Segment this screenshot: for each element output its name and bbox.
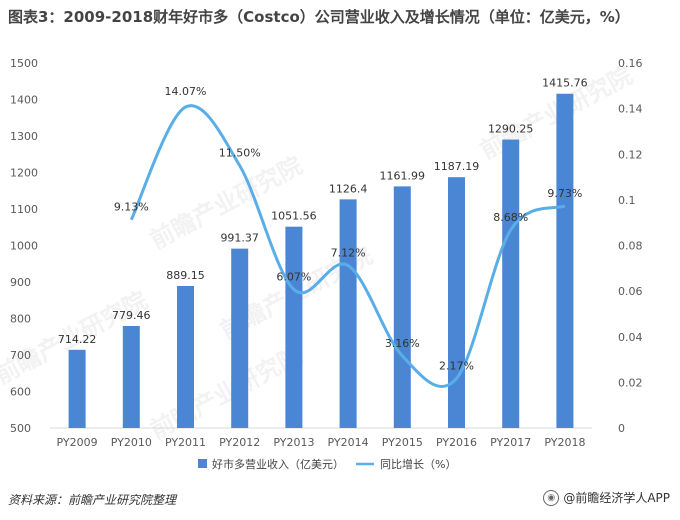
bar-value-label: 889.15 <box>166 269 205 282</box>
y-left-tick-label: 800 <box>10 313 31 326</box>
x-tick-label: PY2012 <box>219 436 260 449</box>
y-left-tick-label: 700 <box>10 349 31 362</box>
x-tick-label: PY2014 <box>328 436 369 449</box>
growth-value-label: 9.73% <box>547 187 582 200</box>
legend-line-label: 同比增长（%） <box>380 457 456 471</box>
y-left-tick-label: 900 <box>10 276 31 289</box>
growth-value-label: 9.13% <box>114 201 149 214</box>
growth-value-label: 11.50% <box>219 147 261 160</box>
bar <box>231 248 249 428</box>
source-note: 资料来源：前瞻产业研究院整理 <box>8 493 177 507</box>
y-right-tick-label: 0.12 <box>618 148 643 161</box>
y-right-tick-label: 0.04 <box>618 331 643 344</box>
x-tick-label: PY2010 <box>111 436 152 449</box>
bar-value-label: 1290.25 <box>488 123 534 136</box>
growth-value-label: 6.07% <box>276 271 311 284</box>
x-tick-label: PY2016 <box>436 436 477 449</box>
bar-value-label: 1126.4 <box>329 182 368 195</box>
x-tick-label: PY2011 <box>165 436 206 449</box>
y-right-tick-label: 0 <box>618 422 625 435</box>
y-left-tick-label: 1400 <box>10 94 38 107</box>
bar-value-label: 1051.56 <box>271 210 317 223</box>
growth-value-label: 3.16% <box>385 337 420 350</box>
growth-value-label: 7.12% <box>331 247 366 260</box>
watermark: 前瞻产业研究院 <box>146 341 307 445</box>
bar <box>339 199 357 428</box>
y-right-tick-label: 0.08 <box>618 240 643 253</box>
y-left-tick-label: 1100 <box>10 203 38 216</box>
x-tick-label: PY2017 <box>490 436 531 449</box>
bar-value-label: 1187.19 <box>434 160 480 173</box>
bar <box>556 93 574 429</box>
y-left-tick-label: 500 <box>10 422 31 435</box>
legend-bar-swatch <box>198 459 207 468</box>
credit-text: @前瞻经济学人APP <box>563 491 670 505</box>
y-left-tick-label: 600 <box>10 386 31 399</box>
bar-value-label: 1415.76 <box>542 77 588 90</box>
y-left-tick-label: 1500 <box>10 57 38 70</box>
bar <box>122 325 140 428</box>
bar <box>177 285 194 428</box>
bar-value-label: 1161.99 <box>380 169 426 182</box>
bar <box>502 139 520 428</box>
y-left-tick-label: 1300 <box>10 130 38 143</box>
weibo-icon: ◉ <box>543 489 560 506</box>
chart-title: 图表3：2009-2018财年好市多（Costco）公司营业收入及增长情况（单位… <box>8 8 630 26</box>
growth-value-label: 2.17% <box>439 359 474 372</box>
bar-value-label: 991.37 <box>220 232 259 245</box>
growth-line <box>129 104 566 388</box>
bar <box>448 177 465 428</box>
bar-value-label: 779.46 <box>112 309 151 322</box>
y-right-tick-label: 0.02 <box>618 376 643 389</box>
growth-value-label: 14.07% <box>165 85 207 98</box>
y-right-tick-label: 0.14 <box>618 103 643 116</box>
x-tick-label: PY2013 <box>273 436 314 449</box>
legend-bar-label: 好市多营业收入（亿美元） <box>212 457 344 471</box>
y-right-tick-label: 0.16 <box>618 57 643 70</box>
y-right-tick-label: 0.1 <box>618 194 636 207</box>
bar <box>68 349 86 428</box>
bar <box>393 186 411 428</box>
bar-value-label: 714.22 <box>58 333 97 346</box>
y-left-tick-label: 1200 <box>10 167 38 180</box>
bar <box>285 226 303 428</box>
x-tick-label: PY2009 <box>57 436 98 449</box>
y-left-tick-label: 1000 <box>10 240 38 253</box>
credit: ◉ @前瞻经济学人APP <box>543 489 670 506</box>
x-tick-label: PY2018 <box>544 436 585 449</box>
growth-value-label: 8.68% <box>493 211 528 224</box>
y-right-tick-label: 0.06 <box>618 285 643 298</box>
x-tick-label: PY2015 <box>382 436 423 449</box>
